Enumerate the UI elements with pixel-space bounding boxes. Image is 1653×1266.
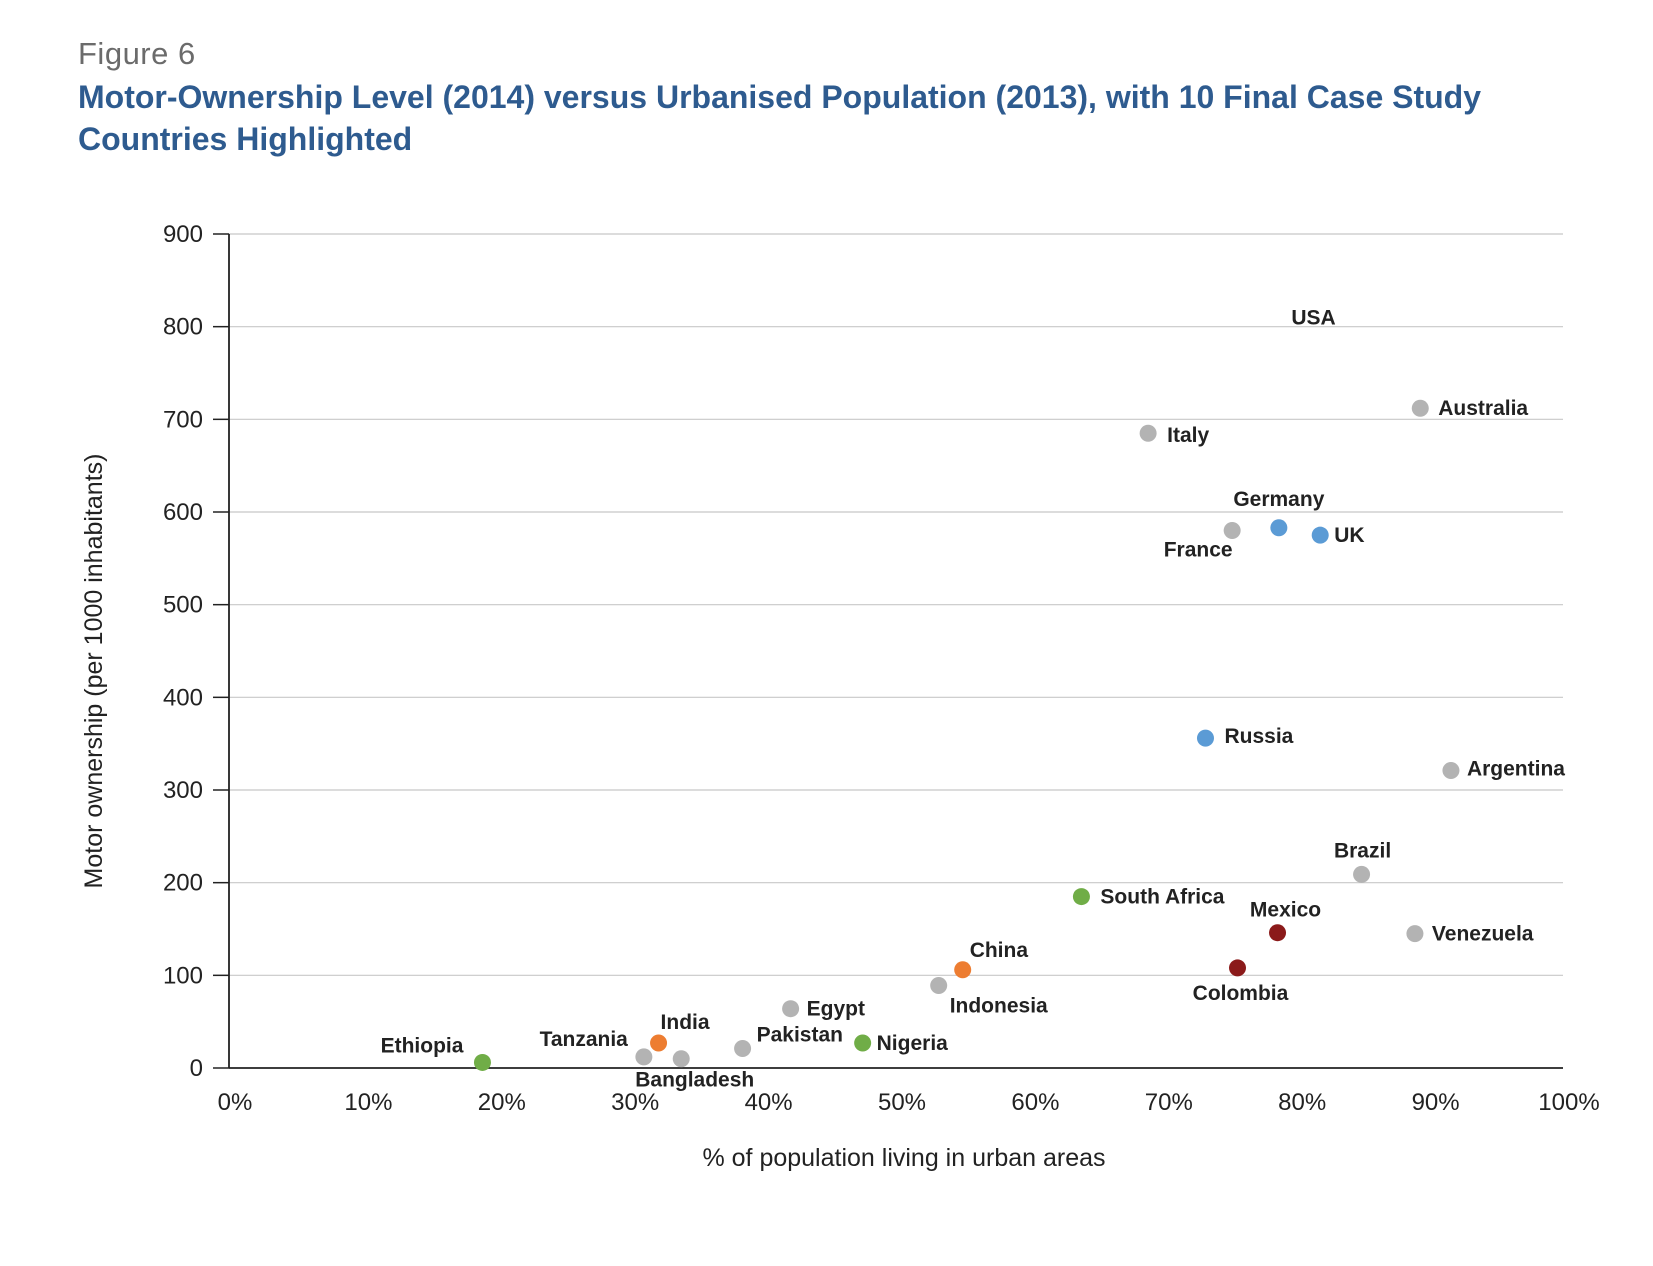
x-axis-title: % of population living in urban areas bbox=[702, 1144, 1105, 1172]
x-tick-label: 80% bbox=[1278, 1089, 1326, 1116]
y-axis-title: Motor ownership (per 1000 inhabitants) bbox=[80, 454, 108, 889]
y-tick-label: 800 bbox=[163, 314, 203, 341]
data-label-france: France bbox=[1164, 539, 1233, 562]
data-point-colombia bbox=[1229, 959, 1247, 977]
x-tick-label: 100% bbox=[1538, 1089, 1599, 1116]
data-point-germany bbox=[1270, 519, 1288, 537]
data-point-pakistan bbox=[734, 1040, 752, 1058]
data-point-italy bbox=[1139, 424, 1157, 442]
data-point-argentina bbox=[1442, 762, 1460, 780]
points-layer bbox=[473, 399, 1460, 1071]
x-tick-label: 90% bbox=[1412, 1089, 1460, 1116]
data-point-brazil bbox=[1353, 865, 1371, 883]
data-label-argentina: Argentina bbox=[1467, 758, 1565, 781]
data-point-tanzania bbox=[635, 1048, 653, 1066]
data-label-usa: USA bbox=[1291, 307, 1335, 330]
x-tick-label: 60% bbox=[1011, 1089, 1059, 1116]
data-point-china bbox=[954, 961, 972, 979]
data-label-brazil: Brazil bbox=[1334, 839, 1391, 862]
y-tick-label: 600 bbox=[163, 499, 203, 526]
y-tick-label: 500 bbox=[163, 592, 203, 619]
y-tick-label: 100 bbox=[163, 962, 203, 989]
x-tick-label: 30% bbox=[611, 1089, 659, 1116]
data-label-venezuela: Venezuela bbox=[1432, 923, 1534, 946]
y-tick-label: 0 bbox=[190, 1055, 203, 1082]
data-label-russia: Russia bbox=[1224, 725, 1293, 748]
grid-layer bbox=[229, 233, 1563, 976]
data-label-bangladesh: Bangladesh bbox=[635, 1069, 754, 1092]
data-label-pakistan: Pakistan bbox=[757, 1024, 843, 1047]
data-label-ethiopia: Ethiopia bbox=[381, 1034, 464, 1057]
data-label-germany: Germany bbox=[1233, 488, 1324, 511]
data-label-south-africa: South Africa bbox=[1100, 886, 1224, 909]
data-point-australia bbox=[1411, 399, 1429, 417]
y-tick-label: 900 bbox=[163, 221, 203, 248]
data-label-uk: UK bbox=[1334, 524, 1364, 547]
data-point-ethiopia bbox=[473, 1053, 491, 1071]
y-tick-label: 400 bbox=[163, 684, 203, 711]
data-point-egypt bbox=[782, 1000, 800, 1018]
chart-title: Motor-Ownership Level (2014) versus Urba… bbox=[78, 79, 1482, 157]
x-tick-label: 50% bbox=[878, 1089, 926, 1116]
data-label-indonesia: Indonesia bbox=[950, 995, 1048, 1018]
data-point-russia bbox=[1196, 729, 1214, 747]
data-point-india bbox=[650, 1034, 668, 1052]
y-tick-label: 700 bbox=[163, 406, 203, 433]
data-label-india: India bbox=[661, 1011, 710, 1034]
data-label-egypt: Egypt bbox=[807, 998, 865, 1021]
x-tick-label: 10% bbox=[344, 1089, 392, 1116]
data-label-italy: Italy bbox=[1167, 424, 1209, 447]
data-point-bangladesh bbox=[672, 1050, 690, 1068]
x-tick-label: 40% bbox=[745, 1089, 793, 1116]
data-point-indonesia bbox=[930, 977, 948, 995]
data-label-china: China bbox=[970, 939, 1029, 962]
data-label-tanzania: Tanzania bbox=[540, 1028, 629, 1051]
data-point-uk bbox=[1311, 526, 1329, 544]
data-label-australia: Australia bbox=[1438, 397, 1528, 420]
data-label-mexico: Mexico bbox=[1250, 899, 1321, 922]
point-labels-layer: USA Australia Italy Germany UK France Russia Ar… bbox=[381, 307, 1566, 1092]
x-tick-label: 70% bbox=[1145, 1089, 1193, 1116]
data-point-south-africa bbox=[1072, 888, 1090, 906]
data-point-venezuela bbox=[1406, 925, 1424, 943]
data-point-nigeria bbox=[854, 1034, 872, 1052]
y-tick-label: 200 bbox=[163, 870, 203, 897]
axis-layer: 0 100 200 300 400 500 600 700 800 900 0% 10% 20% 30% 4… bbox=[163, 221, 1600, 1116]
data-point-mexico bbox=[1269, 924, 1287, 942]
data-label-colombia: Colombia bbox=[1193, 982, 1289, 1005]
data-point-france bbox=[1223, 522, 1241, 540]
figure-label: Figure 6 bbox=[78, 36, 196, 71]
y-tick-label: 300 bbox=[163, 777, 203, 804]
data-label-nigeria: Nigeria bbox=[877, 1032, 949, 1055]
x-tick-label: 20% bbox=[478, 1089, 526, 1116]
x-tick-label: 0% bbox=[218, 1089, 253, 1116]
